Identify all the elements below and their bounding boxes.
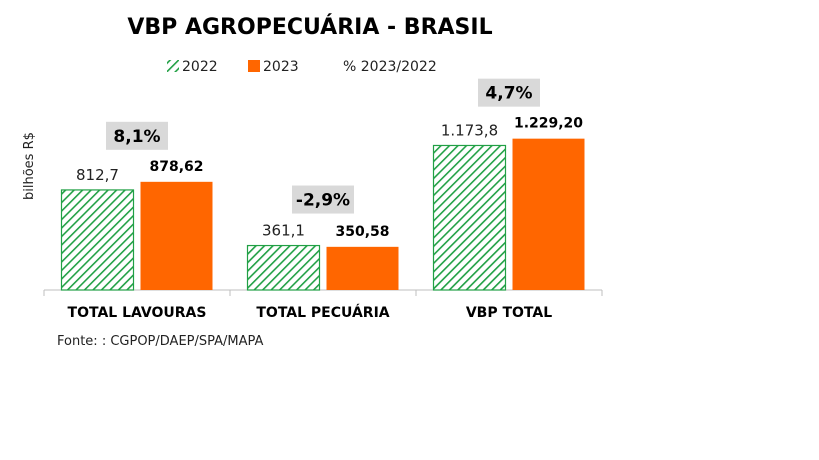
legend-label-2023: 2023 <box>263 59 299 75</box>
data-label-2022-1: 361,1 <box>262 222 305 240</box>
category-label-2: VBP TOTAL <box>466 305 552 321</box>
bar-2022-2 <box>432 144 507 291</box>
data-label-2022-2: 1.173,8 <box>441 121 498 139</box>
chart-title: VBP AGROPECUÁRIA - BRASIL <box>127 14 492 40</box>
bar-2023-2 <box>512 138 585 290</box>
category-label-0: TOTAL LAVOURAS <box>68 305 207 321</box>
data-label-2023-0: 878,62 <box>149 159 203 175</box>
bar-2022-1 <box>246 244 321 291</box>
data-label-2022-0: 812,7 <box>76 166 119 184</box>
bars: 812,7 878,62 8,1% TOTAL LAVOURAS 361,1 350,58… <box>60 78 585 321</box>
pct-change-label-0: 8,1% <box>113 127 160 147</box>
pct-change-box-2 <box>478 78 540 107</box>
pct-change-label-2: 4,7% <box>485 84 532 104</box>
y-axis-label: bilhões R$ <box>22 132 37 200</box>
category-label-1: TOTAL PECUÁRIA <box>256 304 389 321</box>
bar-2023-0 <box>140 181 213 290</box>
data-label-2023-2: 1.229,20 <box>514 116 583 132</box>
legend-swatch-2023 <box>248 60 260 72</box>
source-note: Fonte: : CGPOP/DAEP/SPA/MAPA <box>57 334 264 349</box>
bar-2022-0 <box>60 189 135 291</box>
legend-swatch-2022 <box>167 60 179 72</box>
pct-change-box-0 <box>106 121 168 150</box>
pct-change-box-1 <box>292 185 354 214</box>
legend-label-pct: % 2023/2022 <box>343 59 437 75</box>
bar-2023-1 <box>326 246 399 290</box>
pct-change-label-1: -2,9% <box>296 191 350 211</box>
data-label-2023-1: 350,58 <box>335 224 389 240</box>
legend-label-2022: 2022 <box>182 59 218 75</box>
legend: 2022 2023 % 2023/2022 <box>167 59 437 75</box>
